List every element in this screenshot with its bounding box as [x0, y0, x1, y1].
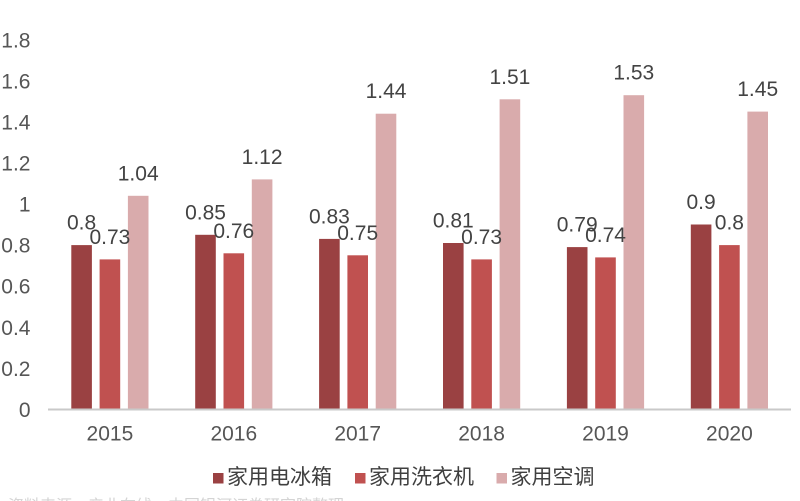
svg-text:0.74: 0.74 [585, 224, 626, 247]
svg-text:0.6: 0.6 [1, 276, 30, 299]
svg-text:0.9: 0.9 [686, 191, 715, 214]
svg-text:2019: 2019 [582, 423, 629, 446]
svg-text:1.45: 1.45 [737, 78, 778, 101]
svg-text:1.44: 1.44 [366, 80, 407, 103]
svg-text:0.2: 0.2 [1, 358, 30, 381]
svg-text:2020: 2020 [706, 423, 753, 446]
svg-text:1.2: 1.2 [1, 153, 30, 176]
svg-text:0.83: 0.83 [309, 205, 350, 228]
svg-text:0.73: 0.73 [89, 226, 130, 249]
svg-text:1.12: 1.12 [242, 146, 283, 169]
svg-text:家用洗衣机: 家用洗衣机 [369, 466, 474, 489]
svg-text:家用电冰箱: 家用电冰箱 [227, 466, 332, 489]
svg-text:0.75: 0.75 [337, 222, 378, 245]
svg-text:2016: 2016 [210, 423, 257, 446]
svg-text:1.6: 1.6 [1, 70, 30, 93]
svg-text:0.73: 0.73 [461, 226, 502, 249]
svg-text:1.4: 1.4 [1, 112, 31, 135]
svg-text:2015: 2015 [87, 423, 134, 446]
svg-text:家用空调: 家用空调 [511, 466, 595, 489]
svg-text:1: 1 [19, 194, 31, 217]
svg-text:0.85: 0.85 [185, 201, 226, 224]
svg-text:0.79: 0.79 [557, 214, 598, 237]
svg-text:0.8: 0.8 [715, 212, 744, 235]
svg-text:1.04: 1.04 [118, 162, 159, 185]
svg-text:2018: 2018 [458, 423, 505, 446]
svg-text:0.4: 0.4 [1, 317, 31, 340]
svg-text:1.53: 1.53 [613, 62, 654, 85]
svg-text:0: 0 [19, 399, 31, 422]
svg-text:0.8: 0.8 [67, 212, 96, 235]
svg-text:1.51: 1.51 [489, 66, 530, 89]
svg-text:1.8: 1.8 [1, 29, 30, 52]
svg-text:2017: 2017 [334, 423, 381, 446]
svg-text:0.76: 0.76 [213, 220, 254, 243]
svg-text:0.8: 0.8 [1, 235, 30, 258]
svg-text:资料来源：产业在线，中国银河证券研究院整理: 资料来源：产业在线，中国银河证券研究院整理 [8, 497, 344, 501]
svg-text:0.81: 0.81 [433, 210, 474, 233]
